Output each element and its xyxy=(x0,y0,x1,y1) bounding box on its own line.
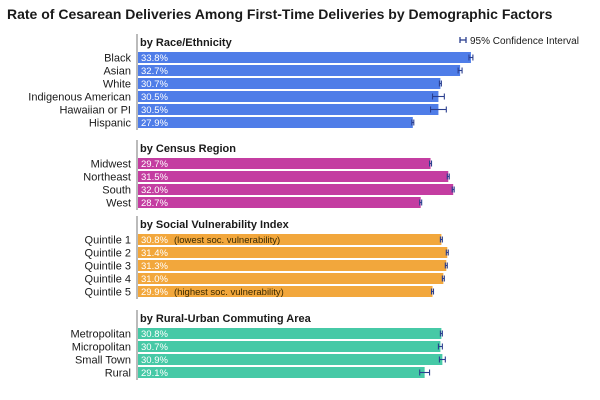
category-label: Small Town xyxy=(75,355,131,367)
confidence-interval xyxy=(431,93,445,100)
bar xyxy=(138,328,442,339)
bar xyxy=(138,234,442,245)
confidence-interval xyxy=(457,67,463,74)
category-label: Black xyxy=(104,53,131,65)
confidence-interval xyxy=(441,275,445,282)
category-label: Midwest xyxy=(91,159,131,171)
bar xyxy=(138,341,441,352)
bar xyxy=(138,65,461,76)
bar-value-label: 33.8% xyxy=(141,53,168,64)
bar-value-label: 30.5% xyxy=(141,92,168,103)
bar-value-label: 30.5% xyxy=(141,105,168,116)
bar-value-label: 30.9% xyxy=(141,355,168,366)
bar xyxy=(138,52,471,63)
bar-value-label: 30.7% xyxy=(141,342,168,353)
confidence-interval xyxy=(419,369,431,376)
category-label: Hispanic xyxy=(89,118,132,130)
bar-value-label: 31.5% xyxy=(141,172,168,183)
bar xyxy=(138,354,443,365)
category-label: Quintile 2 xyxy=(85,248,131,260)
bar-value-label: 30.8% xyxy=(141,235,168,246)
group-0: by Race/Ethnicity Black 33.8% Asian 32.7% Whi… xyxy=(28,34,474,130)
confidence-interval xyxy=(451,186,455,193)
bar-note-label: (highest soc. vulnerability) xyxy=(174,287,284,298)
bar-value-label: 31.0% xyxy=(141,274,168,285)
category-label: Metropolitan xyxy=(70,329,131,341)
confidence-interval xyxy=(430,288,435,295)
confidence-interval xyxy=(429,106,447,113)
confidence-interval xyxy=(468,54,474,61)
bar xyxy=(138,158,431,169)
category-label: Quintile 5 xyxy=(85,287,131,299)
confidence-interval xyxy=(411,119,415,126)
category-label: Quintile 4 xyxy=(85,274,131,286)
bar-note-label: (lowest soc. vulnerability) xyxy=(174,235,280,246)
bar xyxy=(138,91,439,102)
bar-value-label: 31.4% xyxy=(141,248,168,259)
group-2: by Social Vulnerability Index Quintile 1 3… xyxy=(85,216,449,299)
confidence-interval xyxy=(438,356,446,363)
category-label: South xyxy=(102,185,131,197)
bar-value-label: 32.7% xyxy=(141,66,168,77)
confidence-interval xyxy=(419,199,423,206)
category-label: Indigenous American xyxy=(28,92,131,104)
category-label: Asian xyxy=(103,66,131,78)
confidence-interval xyxy=(437,343,443,350)
bar xyxy=(138,247,448,258)
legend: 95% Confidence Interval xyxy=(459,36,579,47)
category-label: West xyxy=(106,198,131,210)
bar-value-label: 29.9% xyxy=(141,287,168,298)
bar xyxy=(138,104,439,115)
confidence-interval-icon xyxy=(459,37,467,43)
chart-title: Rate of Cesarean Deliveries Among First-… xyxy=(7,6,553,22)
category-label: Northeast xyxy=(83,172,131,184)
bar-value-label: 29.1% xyxy=(141,368,168,379)
group-title: by Social Vulnerability Index xyxy=(140,219,290,231)
category-label: Hawaiian or PI xyxy=(59,105,131,117)
bar xyxy=(138,197,421,208)
group-title: by Race/Ethnicity xyxy=(140,37,233,49)
confidence-interval xyxy=(438,80,442,87)
confidence-interval xyxy=(445,249,449,256)
legend-label: 95% Confidence Interval xyxy=(470,36,579,47)
category-label: Quintile 1 xyxy=(85,235,131,247)
category-label: Quintile 3 xyxy=(85,261,131,273)
confidence-interval xyxy=(429,160,433,167)
bar-value-label: 28.7% xyxy=(141,198,168,209)
confidence-interval xyxy=(439,330,443,337)
bar-value-label: 30.7% xyxy=(141,79,168,90)
bar-value-label: 29.7% xyxy=(141,159,168,170)
group-1: by Census Region Midwest 29.7% Northeast 31.… xyxy=(83,140,455,210)
group-title: by Census Region xyxy=(140,143,236,155)
confidence-interval xyxy=(446,173,450,180)
bar xyxy=(138,184,454,195)
bar xyxy=(138,78,441,89)
bar-value-label: 32.0% xyxy=(141,185,168,196)
bar xyxy=(138,286,433,297)
bar-value-label: 27.9% xyxy=(141,118,168,129)
bar xyxy=(138,273,444,284)
bar xyxy=(138,171,449,182)
group-3: by Rural-Urban Commuting Area Metropolita… xyxy=(70,310,446,380)
bar-value-label: 31.3% xyxy=(141,261,168,272)
category-label: White xyxy=(103,79,131,91)
category-label: Micropolitan xyxy=(72,342,131,354)
bar xyxy=(138,260,447,271)
group-title: by Rural-Urban Commuting Area xyxy=(140,313,312,325)
confidence-interval xyxy=(444,262,448,269)
plot-area: by Race/Ethnicity Black 33.8% Asian 32.7% Whi… xyxy=(28,34,474,380)
bar xyxy=(138,117,413,128)
bar xyxy=(138,367,425,378)
category-label: Rural xyxy=(105,368,131,380)
bar-value-label: 30.8% xyxy=(141,329,168,340)
confidence-interval xyxy=(439,236,443,243)
